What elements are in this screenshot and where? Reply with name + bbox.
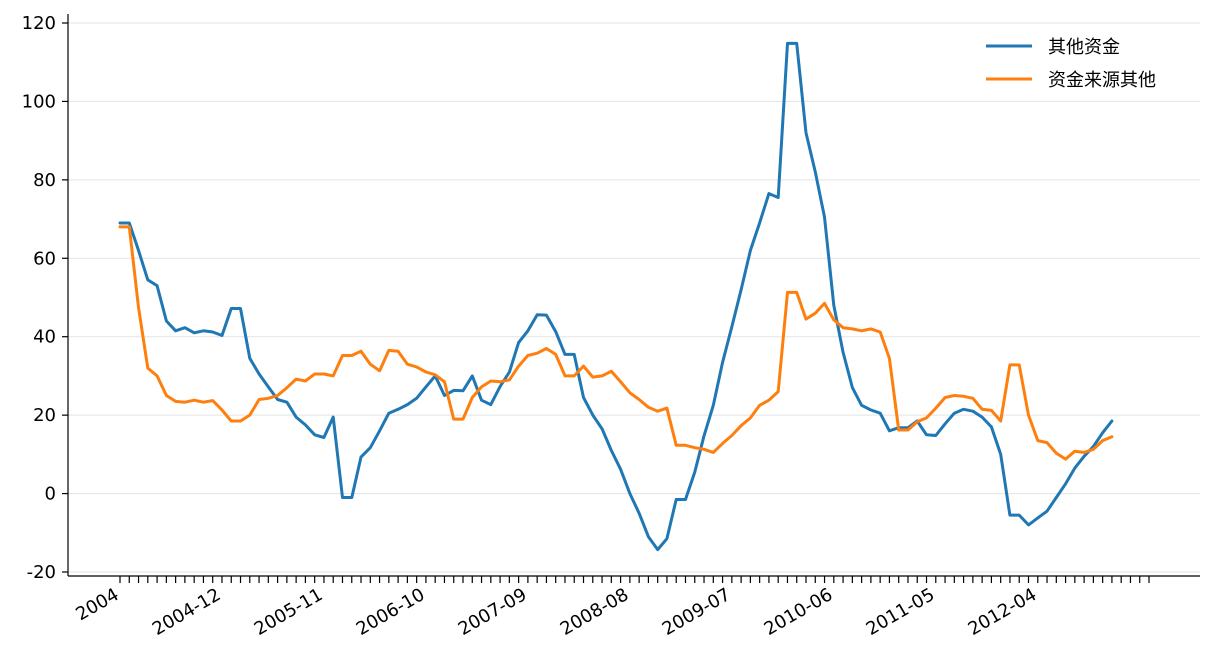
series-lines	[118, 41, 1114, 552]
y-axis-ticks: -20 0 20 40 60 80 100 120	[22, 13, 68, 583]
x-tick-label: 2008-08	[557, 584, 633, 640]
gridlines	[68, 22, 1200, 573]
series-line-1	[118, 41, 1114, 552]
y-tick-label: -20	[27, 562, 56, 583]
x-tick-label: 2010-06	[761, 584, 837, 640]
x-tick-label: 2005-11	[251, 584, 327, 640]
x-tick-label: 2004-12	[149, 584, 225, 640]
legend-label-series-2: 资金来源其他	[1048, 70, 1156, 91]
legend: 其他资金 资金来源其他	[986, 37, 1156, 91]
x-tick-label: 2006-10	[353, 584, 429, 640]
x-axis-ticks: 2004 2004-12 2005-11 2006-10 2007-09 2008-08 2…	[72, 576, 1150, 640]
series-line-2	[118, 225, 1114, 461]
y-tick-label: 60	[33, 248, 56, 269]
x-tick-label: 2007-09	[455, 584, 531, 640]
x-tick-label: 2004	[72, 584, 122, 625]
y-tick-label: 100	[22, 91, 56, 112]
x-tick-label: 2011-05	[863, 584, 939, 640]
y-tick-label: 80	[33, 170, 56, 191]
y-tick-label: 0	[45, 484, 56, 505]
x-tick-label: 2009-07	[659, 584, 735, 640]
legend-label-series-1: 其他资金	[1048, 37, 1120, 58]
y-tick-label: 20	[33, 405, 56, 426]
y-tick-label: 40	[33, 327, 56, 348]
y-tick-label: 120	[22, 13, 56, 34]
x-tick-label: 2012-04	[965, 584, 1041, 640]
axes	[67, 14, 1200, 577]
